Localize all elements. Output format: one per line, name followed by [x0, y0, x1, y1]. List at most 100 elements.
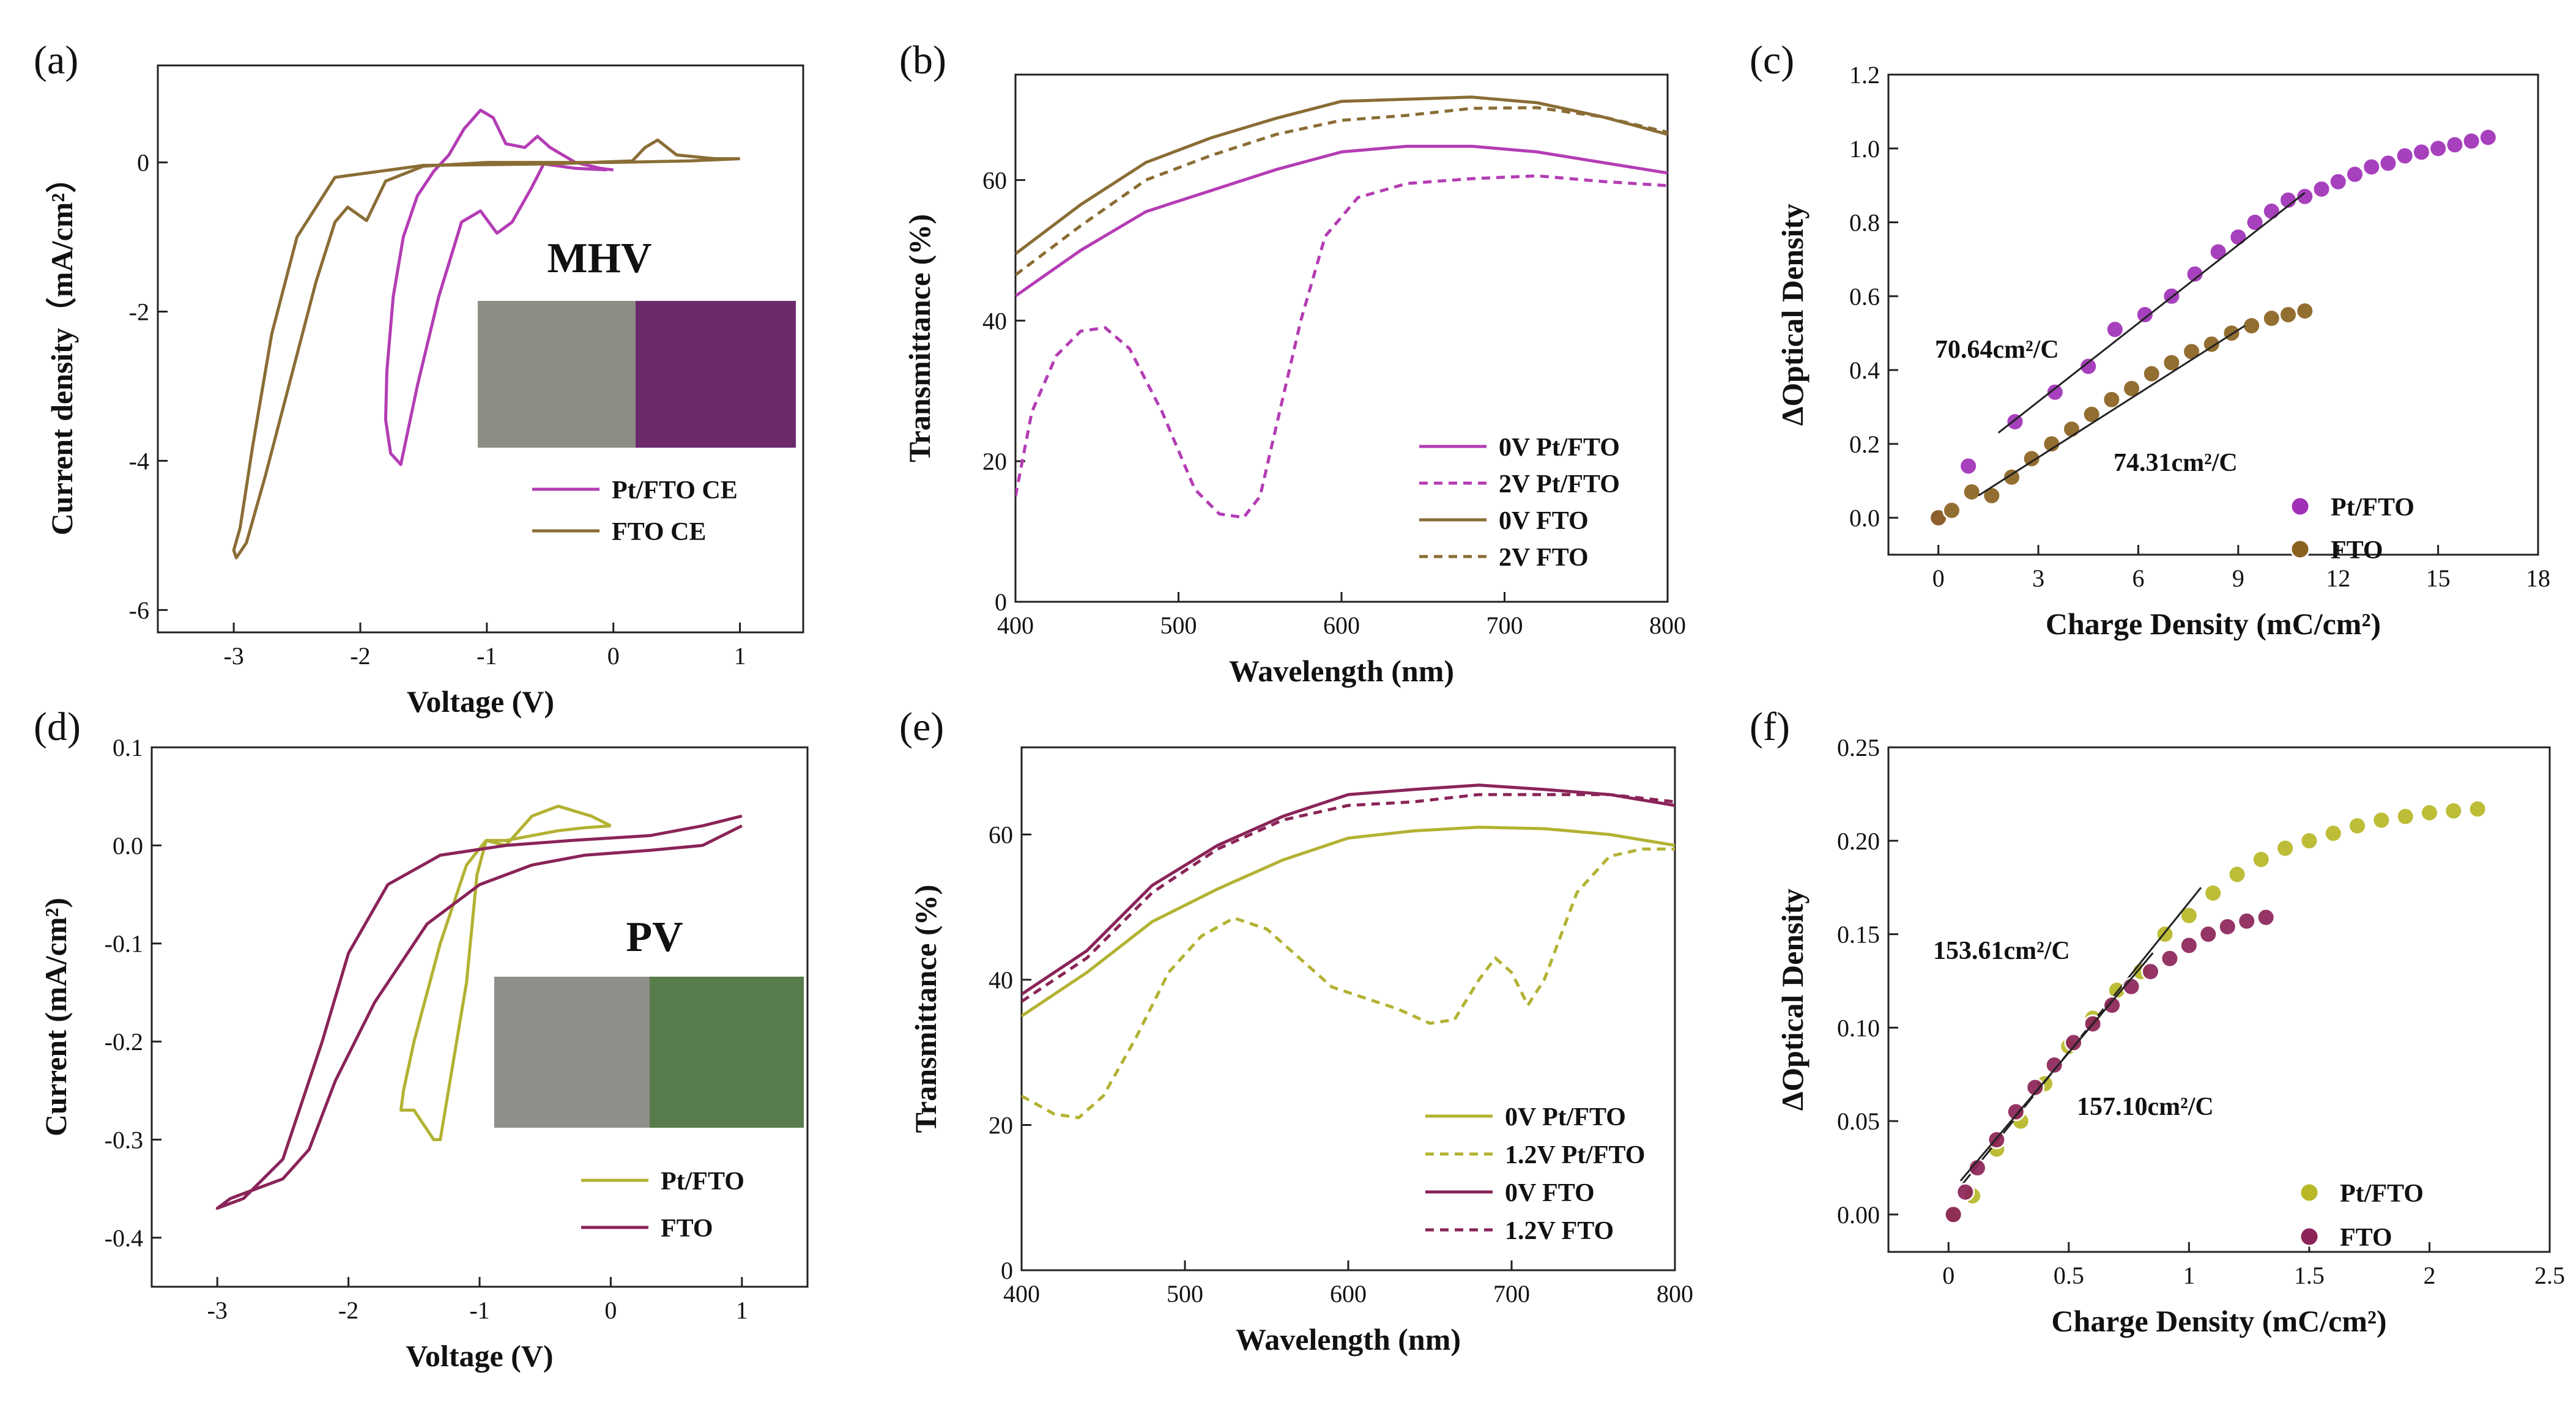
y-tick-label: 0.05 — [1837, 1108, 1880, 1135]
data-point — [2299, 831, 2319, 851]
series-line-0 — [1015, 144, 1668, 298]
data-point — [2022, 449, 2041, 468]
data-point — [2468, 799, 2487, 819]
x-tick-label: 12 — [2326, 564, 2350, 592]
data-point — [1962, 482, 1981, 501]
y-tick-label: 20 — [989, 1112, 1013, 1139]
panel-label: (c) — [1750, 38, 1794, 83]
x-tick-label: 600 — [1323, 612, 1360, 639]
sample-label: PV — [626, 914, 683, 961]
panel-a: -3 -2 -1 0 1 -6 -4 -2 0 Voltage (V) Current densit… — [34, 38, 804, 719]
data-point — [2378, 154, 2398, 173]
data-point — [2262, 309, 2281, 328]
y-tick-label: 60 — [982, 166, 1007, 194]
slope-annotation: 157.10cm²/C — [2077, 1093, 2214, 1121]
data-point — [1967, 1158, 1987, 1177]
data-point — [2362, 157, 2381, 177]
data-point — [2208, 242, 2228, 262]
x-tick-label: -2 — [350, 642, 370, 670]
plot-area — [215, 804, 743, 1210]
y-axis-label: Current (mA/cm²) — [39, 898, 73, 1136]
x-tick-label: -1 — [469, 1297, 489, 1324]
y-axis-label: ΔOptical Density — [1775, 204, 1810, 426]
data-point — [2262, 201, 2281, 221]
data-point — [1959, 456, 1978, 476]
plot-frame — [157, 64, 804, 634]
legend-label: FTO — [2331, 536, 2383, 564]
x-tick-label: 1 — [736, 1297, 748, 1324]
photo-bleached — [478, 301, 636, 448]
panel-label: (d) — [34, 705, 81, 749]
data-point — [2279, 305, 2298, 324]
data-point — [1982, 486, 2002, 505]
x-axis-label: Wavelength (nm) — [1229, 654, 1454, 688]
series-line-1 — [232, 138, 740, 560]
data-point — [2025, 1078, 2045, 1097]
legend-label: Pt/FTO — [2331, 494, 2415, 522]
y-tick-label: 1.0 — [1849, 135, 1880, 163]
x-tick-label: 1 — [2183, 1262, 2195, 1289]
y-tick-label: 0 — [137, 149, 149, 177]
y-tick-label: -0.3 — [105, 1126, 143, 1153]
y-tick-label: -4 — [129, 447, 149, 475]
x-tick-label: 800 — [1657, 1280, 1693, 1308]
plot-area — [232, 108, 740, 560]
panel-label: (a) — [34, 38, 78, 83]
y-tick-label: 0.00 — [1837, 1201, 1880, 1229]
data-point — [2478, 128, 2498, 147]
legend-marker — [2299, 1182, 2320, 1203]
y-tick-label: 60 — [989, 821, 1013, 849]
x-tick-label: 0.5 — [2054, 1262, 2084, 1289]
data-point — [2179, 906, 2199, 925]
slope-annotation: 70.64cm²/C — [1935, 336, 2059, 364]
panel-d: -3 -2 -1 0 1 -0.4 -0.3 -0.2 -0.1 0.0 0.1 Voltage (V… — [34, 705, 809, 1373]
data-point — [2395, 146, 2415, 166]
data-point — [2142, 364, 2161, 383]
slope-annotation: 74.31cm²/C — [2114, 449, 2238, 477]
y-axis-label: Current density（mA/cm²） — [45, 163, 79, 536]
data-point — [2105, 320, 2125, 339]
slope-annotation: 153.61cm²/C — [1933, 937, 2070, 965]
data-point — [2064, 1033, 2084, 1053]
data-point — [2044, 1055, 2064, 1075]
y-tick-label: 0.10 — [1837, 1014, 1880, 1042]
plot-frame — [1887, 746, 2551, 1253]
data-point — [2345, 165, 2364, 184]
y-tick-label: 20 — [982, 448, 1007, 475]
data-point — [1942, 501, 1961, 520]
plot-area — [1015, 95, 1668, 519]
legend-label: Pt/FTO CE — [612, 476, 738, 505]
data-point — [2295, 187, 2315, 206]
x-tick-label: 0 — [604, 1297, 617, 1324]
y-tick-label: 0.20 — [1837, 827, 1880, 855]
data-point — [1956, 1182, 1975, 1202]
y-tick-label: 0.0 — [1849, 505, 1880, 532]
data-point — [2179, 936, 2199, 955]
data-point — [2237, 911, 2257, 931]
data-point — [2103, 996, 2122, 1015]
legend-label: 1.2V FTO — [1505, 1217, 1614, 1245]
plot-area — [1022, 783, 1675, 1120]
x-tick-label: 0 — [607, 642, 620, 670]
panel-b: 400 500 600 700 800 0 20 40 60 Wavelength (nm) Tra… — [899, 38, 1686, 688]
data-point — [2396, 807, 2415, 826]
y-axis-label: ΔOptical Density — [1775, 889, 1810, 1111]
legend-label: 0V FTO — [1505, 1179, 1595, 1207]
panel-label: (b) — [899, 38, 946, 83]
data-point — [2079, 357, 2098, 376]
data-point — [2227, 865, 2247, 884]
x-tick-label: 3 — [2032, 564, 2044, 592]
fit-line — [1997, 192, 2306, 434]
photo-colored — [636, 301, 796, 448]
data-point — [2002, 467, 2022, 487]
y-tick-label: -0.2 — [105, 1028, 143, 1056]
x-tick-label: 1 — [734, 642, 746, 670]
data-point — [2429, 139, 2448, 158]
x-tick-label: 400 — [1003, 1280, 1040, 1308]
fit-line — [1959, 952, 2154, 1182]
x-tick-label: 18 — [2526, 564, 2550, 592]
photo-bleached — [494, 977, 650, 1128]
x-tick-label: 15 — [2426, 564, 2451, 592]
y-tick-label: -0.1 — [105, 930, 143, 958]
